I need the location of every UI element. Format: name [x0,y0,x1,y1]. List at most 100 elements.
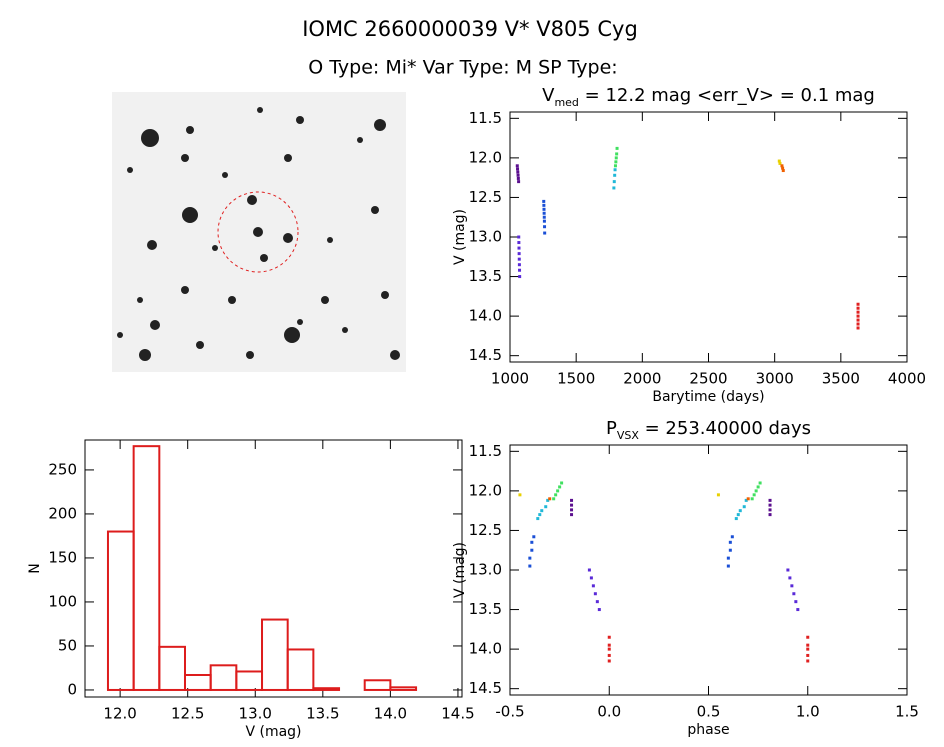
point [744,498,748,502]
point [856,310,860,314]
point [806,635,810,639]
point [516,170,520,174]
point [781,166,785,170]
point [607,647,611,651]
point [730,535,734,539]
point [542,199,546,203]
point [554,493,558,497]
point [742,505,746,509]
point [517,246,521,250]
y-tick-label: 14.5 [469,346,502,364]
point [856,318,860,322]
x-tick-label: 4000 [888,370,926,388]
x-axis-label: V (mag) [245,724,301,740]
bar [158,645,186,691]
point [518,275,522,279]
point [728,540,732,544]
plot-frame [509,111,908,363]
point [777,159,781,163]
point [768,508,772,512]
point [738,509,742,513]
point [570,498,574,502]
point [856,306,860,310]
y-tick-label: 200 [48,504,77,522]
point [538,513,542,517]
y-tick-label: 14.0 [469,640,502,658]
point [615,152,619,156]
x-tick-label: 3000 [756,370,794,388]
point [856,322,860,326]
point [530,540,534,544]
point [542,207,546,211]
x-tick-label: 14.0 [374,705,407,723]
point [542,215,546,219]
point [542,203,546,207]
point [607,643,611,647]
x-tick-label: 0.0 [597,703,621,721]
point [515,164,519,168]
title-part: V [542,85,555,106]
point [517,241,521,245]
y-tick-label: 100 [48,592,77,610]
point [758,481,762,485]
x-tick-label: 13.0 [239,705,272,723]
chart-title: PVSX = 253.40000 days [606,418,811,442]
y-axis-label: N [27,563,43,573]
y-tick-label: 12.5 [469,521,502,539]
point [726,564,730,568]
point [544,505,548,509]
point [768,503,772,507]
point [788,576,792,580]
x-tick-label: 2500 [689,370,727,388]
x-tick-label: 3500 [822,370,860,388]
x-tick-label: 0.5 [697,703,721,721]
point [543,231,547,235]
point [856,326,860,330]
point [778,161,782,165]
chart-title: Vmed = 12.2 mag <err_V> = 0.1 mag [542,85,875,109]
point [615,146,619,150]
point [543,225,547,229]
point [806,647,810,651]
point [613,164,617,168]
bar [183,673,212,691]
point [613,168,617,172]
bar [235,670,264,691]
point [728,548,732,552]
point [736,513,740,517]
y-tick-label: 13.5 [469,267,502,285]
point [716,493,720,497]
bar [106,530,135,691]
point [726,556,730,560]
point [768,513,772,517]
y-axis-label: V (mag) [452,209,468,265]
point [532,535,536,539]
point [595,600,599,604]
point [856,302,860,306]
point [558,485,562,489]
y-tick-label: 14.5 [469,679,502,697]
y-tick-label: 11.5 [469,109,502,127]
point [612,180,616,184]
x-tick-label: 14.5 [441,705,474,723]
point [556,489,560,493]
y-tick-label: 13.0 [469,228,502,246]
point [750,497,754,501]
point [516,167,520,171]
point [528,564,532,568]
title-part: P [606,418,617,439]
title-part: = 253.40000 days [639,418,811,439]
y-tick-label: 13.5 [469,600,502,618]
x-tick-label: 1500 [557,370,595,388]
x-tick-label: 1.5 [895,703,919,721]
point [587,568,591,572]
plot-frame [509,444,908,696]
point [607,635,611,639]
y-tick-label: 11.5 [469,442,502,460]
point [540,509,544,513]
bar [389,686,418,691]
bar [209,664,238,691]
y-tick-label: 12.0 [469,481,502,499]
y-tick-label: 0 [67,680,77,698]
